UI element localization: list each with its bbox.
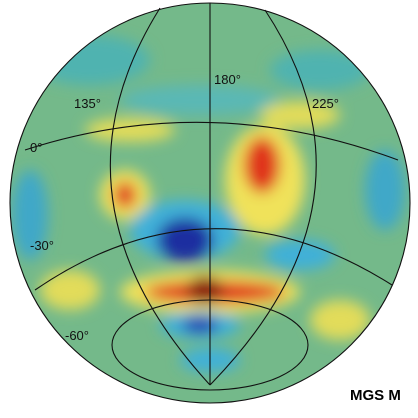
latitude-label: 0° xyxy=(30,140,42,155)
map: 135° 180° 225° 0° -30° -60° MGS M xyxy=(0,0,418,418)
longitude-label: 225° xyxy=(312,96,339,111)
longitude-label: 135° xyxy=(74,96,101,111)
longitude-label: 180° xyxy=(214,72,241,87)
caption: MGS M xyxy=(350,387,401,404)
latitude-label: -60° xyxy=(65,328,89,343)
latitude-label: -30° xyxy=(30,238,54,253)
page: 135° 180° 225° 0° -30° -60° MGS M (() =>… xyxy=(0,0,418,418)
